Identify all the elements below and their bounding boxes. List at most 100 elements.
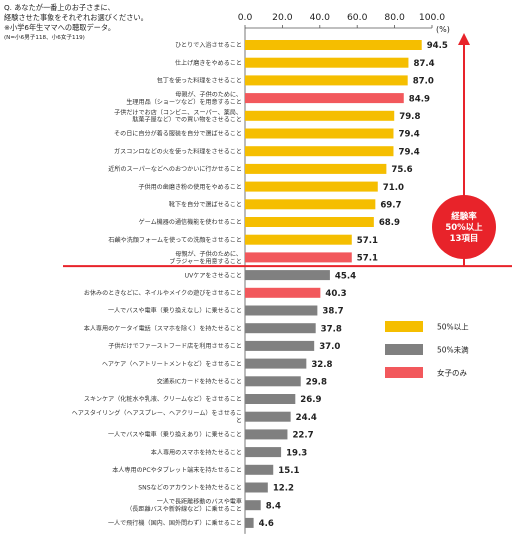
bar	[245, 323, 316, 334]
category-label: 本人専用のPCやタブレット端末を持たせること	[112, 466, 242, 474]
category-label: 子供用の歯磨き粉の使用をやめること	[138, 183, 242, 191]
category-label: 一人でバスや電車（乗り換えなし）に乗せること	[108, 307, 242, 315]
value-label: 94.5	[427, 41, 448, 51]
value-label: 40.3	[325, 289, 346, 299]
category-label: SNSなどのアカウントを持たせること	[138, 484, 242, 492]
value-label: 69.7	[380, 201, 401, 211]
bar	[245, 517, 254, 528]
category-label: ガスコンロなどの火を使った料理をさせること	[114, 147, 242, 155]
category-label: 包丁を使った料理をさせること	[157, 77, 242, 85]
category-label: 子供だけでお店（コンビニ、スーパー、薬局、	[114, 108, 242, 116]
arrow-head	[458, 33, 470, 45]
category-label: その日に自分が着る服装を自分で選ばせること	[114, 130, 242, 138]
value-label: 79.8	[399, 112, 420, 122]
bar	[245, 394, 296, 404]
bar	[245, 411, 291, 422]
category-label: お休みのときなどに、ネイルやメイクの遊びをさせること	[84, 289, 242, 297]
x-tick-label: 80.0	[384, 12, 405, 23]
category-label: 交通系ICカードを持たせること	[157, 378, 242, 386]
category-label: スキンケア（化粧水や乳液、クリームなど）をさせること	[84, 395, 242, 403]
value-label: 79.4	[398, 130, 419, 140]
bar	[245, 429, 288, 440]
bar	[245, 376, 301, 387]
bar	[245, 287, 321, 298]
bar	[245, 128, 394, 139]
x-tick-label: 40.0	[310, 12, 331, 23]
category-label: 一人でバスや電車（乗り換えあり）に乗せること	[108, 431, 242, 439]
question-line-2: 経験させた事象をそれぞれお選びください。	[4, 13, 148, 22]
legend-swatch	[385, 367, 423, 378]
category-label: （長距離バスや新幹線など）に乗せること	[126, 505, 242, 513]
category-label: ヘアケア（ヘアトリートメントなど）をさせること	[102, 360, 242, 368]
value-labels: 94.5 87.4 87.0 84.9 79.8 79.4 79.4 75.6 71.0 69.7…	[259, 41, 448, 529]
bar	[245, 340, 315, 351]
value-label: 75.6	[391, 165, 412, 175]
value-label: 12.2	[273, 484, 294, 494]
bar	[245, 57, 409, 68]
x-tick-label: 0.0	[238, 12, 253, 23]
value-label: 57.1	[357, 236, 378, 246]
legend-label: 50%未満	[437, 345, 469, 355]
value-label: 22.7	[292, 431, 313, 441]
bar	[245, 234, 352, 245]
bar	[245, 305, 318, 316]
bar	[245, 93, 404, 104]
x-tick-label: 60.0	[347, 12, 368, 23]
question-line-1: Q. あなたが一番上のお子さまに、	[4, 3, 115, 12]
bar	[245, 447, 282, 458]
category-label: UVケアをさせること	[185, 272, 242, 279]
category-label: 子供だけでファーストフード店を利用させること	[108, 342, 242, 350]
category-label: 一人で飛行機（国内、国外問わず）に乗せること	[108, 519, 242, 527]
x-tick-label: 100.0	[419, 12, 445, 23]
value-label: 24.4	[296, 413, 317, 423]
bar	[245, 110, 395, 121]
question-text: Q. あなたが一番上のお子さまに、 経験させた事象をそれぞれお選びください。 ※…	[4, 3, 148, 43]
category-label: 本人専用のケータイ電話（スマホを除く）を持たせること	[84, 324, 242, 332]
bar	[245, 482, 268, 493]
category-label: ヘアスタイリング（ヘアスプレー、ヘアクリーム）をさせるこ	[72, 409, 242, 417]
bar	[245, 163, 387, 174]
category-labels: ひとりで入浴させること仕上げ磨きをやめること包丁を使った料理をさせること母親が、…	[72, 41, 242, 527]
value-label: 38.7	[322, 307, 343, 317]
category-label: 近所のスーパーなどへのおつかいに行かせること	[108, 165, 242, 173]
bar	[245, 146, 394, 157]
bar	[245, 464, 274, 475]
callout-text: 13項目	[450, 233, 479, 244]
value-label: 84.9	[409, 94, 430, 104]
category-label: ひとりで入浴させること	[175, 41, 242, 49]
x-tick-label: 20.0	[272, 12, 293, 23]
bar	[245, 75, 408, 86]
bar	[245, 358, 307, 369]
category-label: 石鹸や洗顔フォームを使っての洗顔をさせること	[108, 236, 242, 244]
bar	[245, 181, 378, 192]
category-label: 母親が、子供のために、	[175, 250, 242, 258]
value-label: 68.9	[379, 218, 400, 228]
value-label: 4.6	[259, 519, 274, 529]
value-label: 37.8	[321, 324, 342, 334]
category-label: と	[236, 418, 242, 425]
legend-label: 女子のみ	[437, 368, 467, 378]
value-label: 45.4	[335, 271, 356, 281]
legend-swatch	[385, 321, 423, 332]
value-label: 26.9	[300, 395, 321, 405]
category-label: 駄菓子屋など）での買い物をさせること	[132, 116, 242, 124]
bar	[245, 217, 374, 227]
unit-label: (%)	[436, 25, 450, 34]
callout-text: 50%以上	[445, 222, 483, 233]
bar	[245, 199, 376, 210]
legend-swatch	[385, 344, 423, 355]
value-label: 15.1	[278, 466, 299, 476]
callout-text: 経験率	[451, 211, 477, 222]
category-label: ゲーム機器の通信機能を使わせること	[139, 218, 242, 226]
value-label: 37.0	[319, 342, 340, 352]
value-label: 57.1	[357, 254, 378, 264]
category-label: 仕上げ磨きをやめること	[175, 59, 242, 67]
category-label: ブラジャーを用意すること	[169, 257, 242, 265]
value-label: 19.3	[286, 448, 307, 458]
callout-circle	[432, 195, 496, 259]
question-note: ※小学6年生ママへの聴取データ。	[4, 23, 116, 32]
bar	[245, 500, 261, 511]
legend-label: 50%以上	[437, 323, 469, 332]
